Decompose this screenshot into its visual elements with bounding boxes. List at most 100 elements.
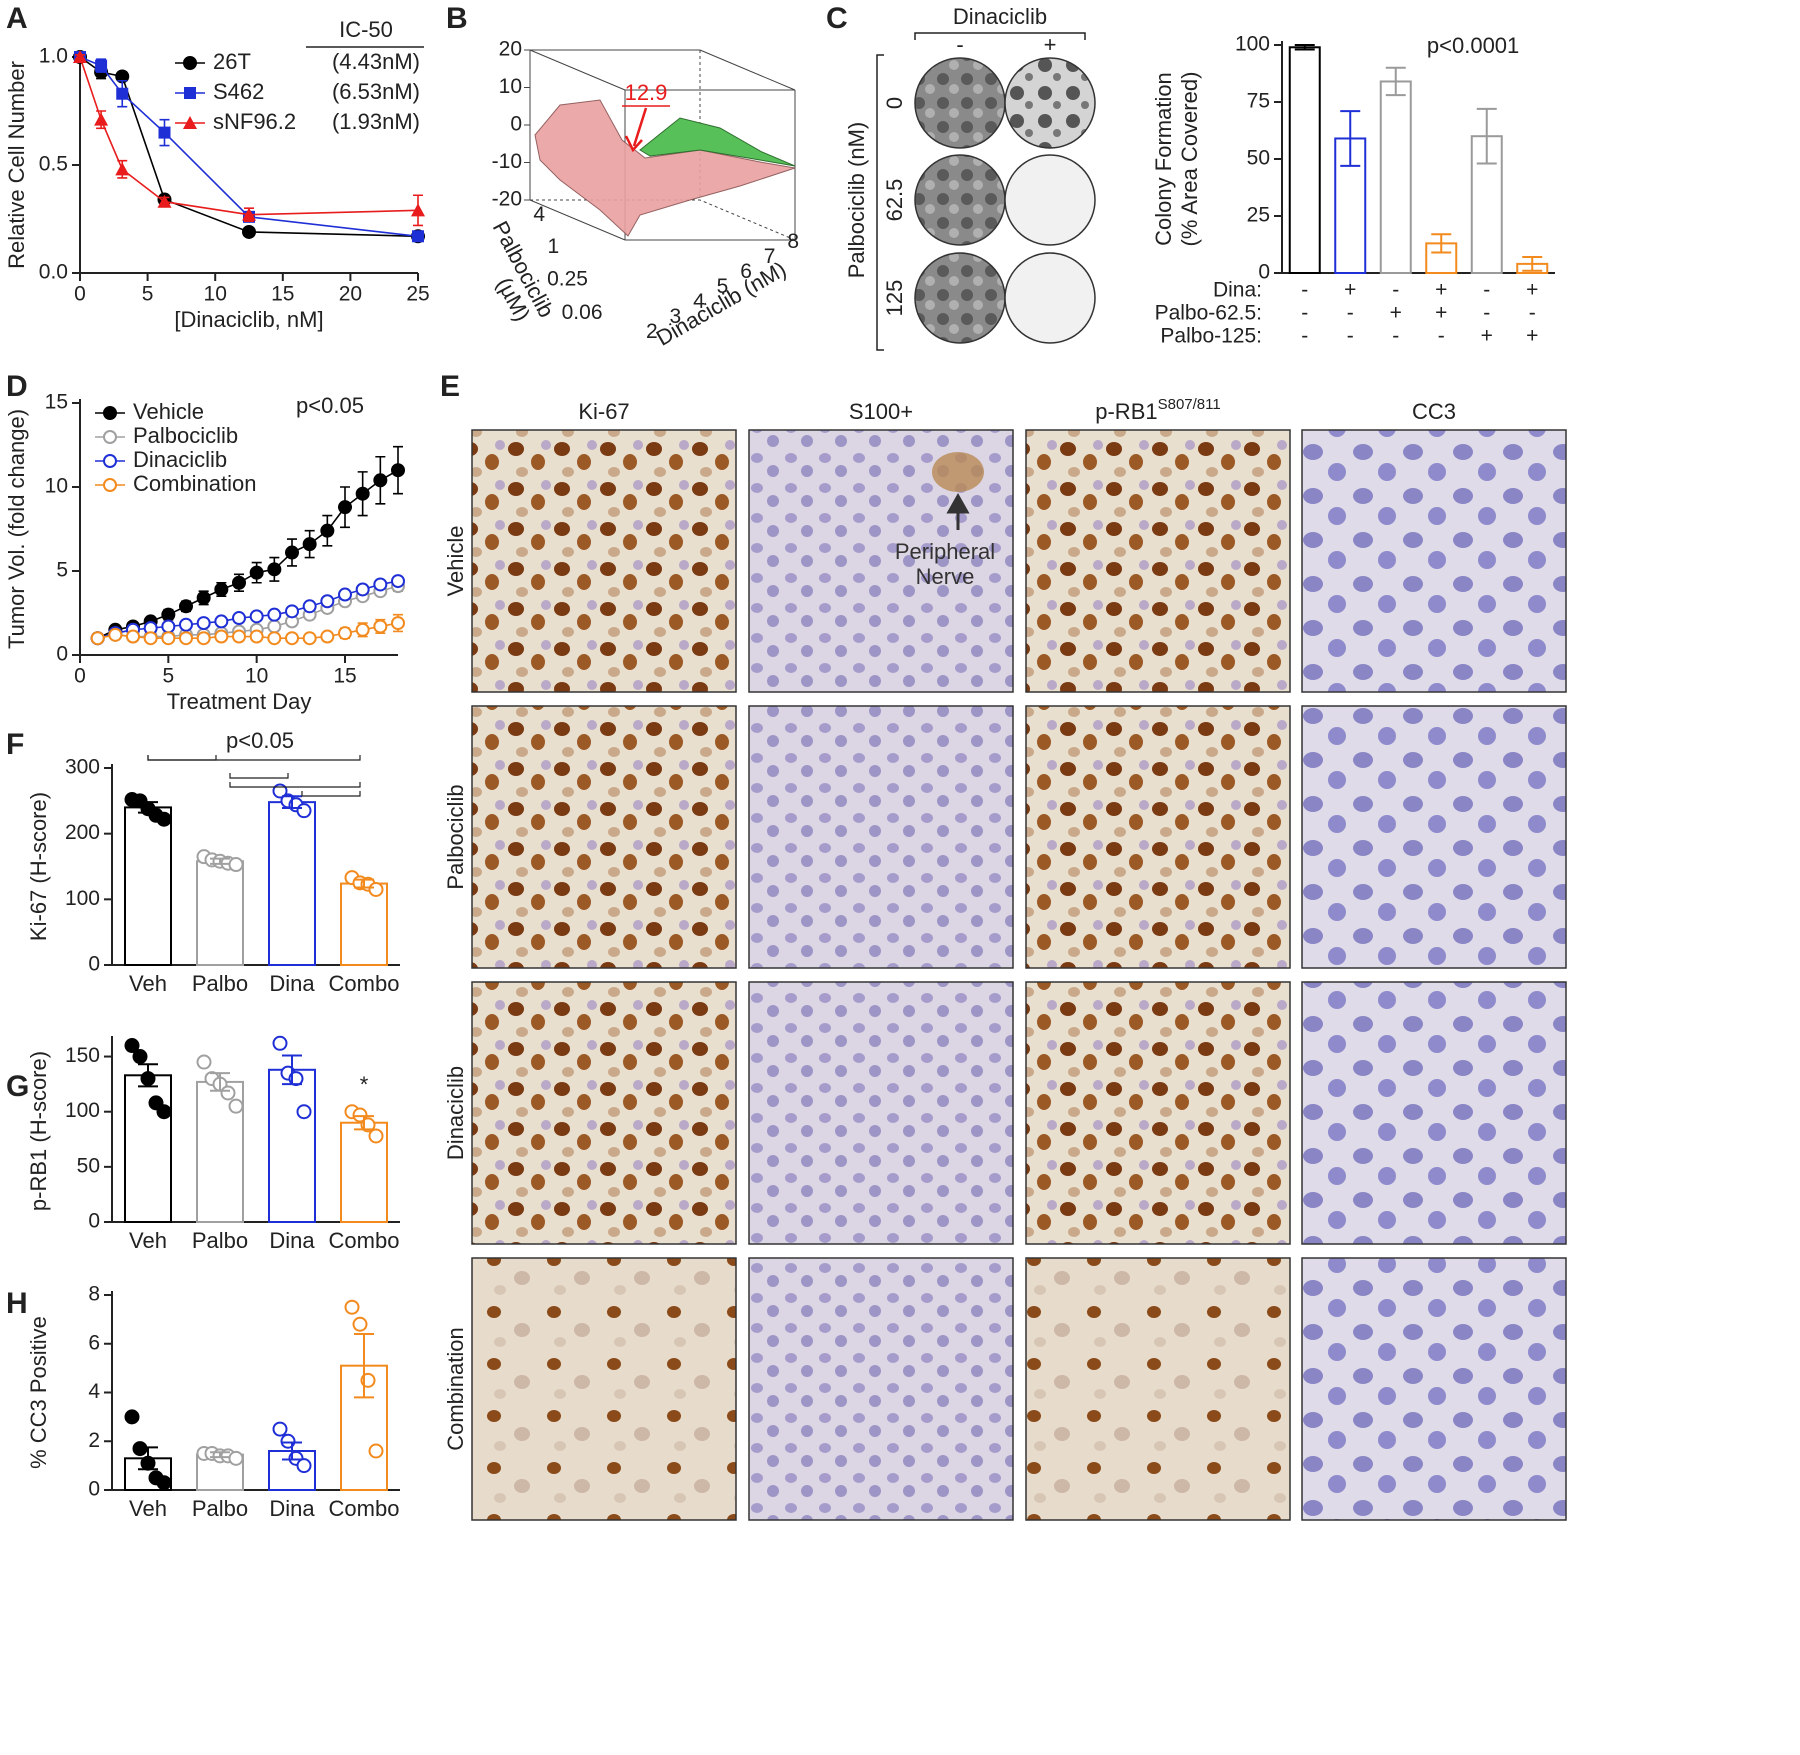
annotation: p<0.0001 (1427, 33, 1519, 58)
data-point (116, 87, 129, 100)
data-point (296, 1458, 312, 1474)
bar (268, 801, 316, 966)
legend-label: S462 (213, 79, 264, 104)
data-point (126, 629, 140, 644)
y-tick-label: 0.0 (39, 261, 68, 284)
column-header-label: S100+ (849, 399, 913, 424)
histology-image (748, 981, 1014, 1245)
error-bar (354, 1333, 374, 1399)
series-line (97, 580, 399, 639)
data-point (179, 617, 193, 632)
annotation-arrow (946, 492, 970, 530)
condition-label: Palbo-62.5: (1155, 302, 1262, 325)
image-annotation: Peripheral (895, 539, 995, 564)
bar (124, 806, 172, 967)
data-point (320, 629, 335, 644)
condition-sign: - (1392, 325, 1399, 348)
condition-sign: - (1301, 302, 1308, 325)
x-tick-label: 2 (646, 320, 658, 343)
y-tick-label: 100 (65, 1099, 100, 1122)
y-axis-label: (% Area Covered) (1177, 72, 1202, 247)
colony-row-label: 62.5 (882, 179, 907, 222)
error-bar (210, 857, 230, 865)
x-tick-label: Dina (269, 971, 315, 996)
x-tick-label: Combo (329, 1228, 400, 1253)
error-bar (1385, 66, 1406, 97)
panel-letter: H (6, 1287, 28, 1320)
peak-arrow (624, 107, 648, 153)
surface-box-edge (529, 199, 626, 241)
data-point (196, 1054, 212, 1070)
histology-image (1025, 429, 1291, 693)
y-tick-label: 100 (1235, 33, 1270, 56)
data-point (179, 631, 193, 646)
histology-image (1025, 981, 1291, 1245)
data-point (249, 609, 264, 624)
histology-image (1025, 705, 1291, 969)
z-tick-label: 0 (510, 113, 522, 136)
legend-label: Dinaciclib (133, 447, 227, 472)
data-point (338, 500, 352, 515)
histology-image (471, 429, 737, 693)
series-line (79, 56, 419, 216)
colony-well (1004, 154, 1096, 246)
error-bar (1476, 107, 1497, 165)
legend-label: 26T (213, 49, 251, 74)
significance-bracket (147, 755, 361, 761)
data-point (108, 627, 123, 642)
condition-sign: + (1390, 302, 1402, 325)
y-tick-label: 4 (88, 1380, 100, 1403)
x-tick-label: 15 (271, 283, 294, 306)
y-tick-label: 50 (77, 1154, 100, 1177)
data-point (302, 537, 317, 552)
column-header-label: CC3 (1412, 399, 1456, 424)
y-axis-label: Tumor Vol. (fold change) (4, 409, 29, 649)
data-point (214, 582, 229, 597)
panel-letter: E (440, 370, 460, 403)
condition-sign: - (1438, 325, 1445, 348)
annotation: p<0.05 (226, 728, 294, 753)
data-point (285, 545, 299, 560)
condition-sign: + (1526, 279, 1538, 302)
data-point (90, 631, 105, 646)
x-tick-label: 0 (74, 283, 86, 306)
error-bar (1431, 233, 1452, 254)
data-point (196, 590, 211, 605)
condition-sign: - (1483, 279, 1490, 302)
condition-sign: + (1481, 325, 1493, 348)
error-bar (282, 1441, 302, 1461)
nerve-bundle (932, 452, 984, 492)
legend-header: IC-50 (339, 17, 393, 42)
surface-red (534, 99, 796, 237)
column-header: p-RB1S807/811 (1095, 396, 1220, 424)
histology-image (1301, 981, 1567, 1245)
data-point (272, 1035, 288, 1051)
data-point (411, 203, 425, 217)
y-axis-label: Ki-67 (H-score) (26, 792, 51, 941)
legend-note: (6.53nM) (332, 79, 420, 104)
data-point (228, 1098, 244, 1114)
x-tick-label: Dina (269, 1496, 315, 1521)
legend-marker (103, 454, 117, 468)
data-point (214, 629, 229, 644)
condition-sign: - (1301, 325, 1308, 348)
significance-bracket (229, 782, 361, 788)
data-point (214, 614, 229, 629)
data-point (115, 162, 130, 176)
data-point (232, 611, 246, 626)
data-point (158, 126, 171, 139)
y-axis-label: p-RB1 (H-score) (26, 1051, 51, 1211)
y-tick-label: 25 (1247, 204, 1270, 227)
data-point (95, 59, 108, 72)
colony-row-bracket (876, 54, 884, 351)
colony-row-label: 125 (882, 280, 907, 317)
column-header-superscript: S807/811 (1158, 396, 1221, 413)
colony-well (914, 252, 1006, 344)
condition-sign: - (1529, 302, 1536, 325)
y-tick-label: 75 (1247, 90, 1270, 113)
y-tick-label: 0.06 (562, 301, 603, 324)
data-point (156, 1475, 172, 1491)
legend-label: sNF96.2 (213, 109, 296, 134)
data-point (156, 1104, 172, 1120)
x-tick-label: Dina (269, 1228, 315, 1253)
